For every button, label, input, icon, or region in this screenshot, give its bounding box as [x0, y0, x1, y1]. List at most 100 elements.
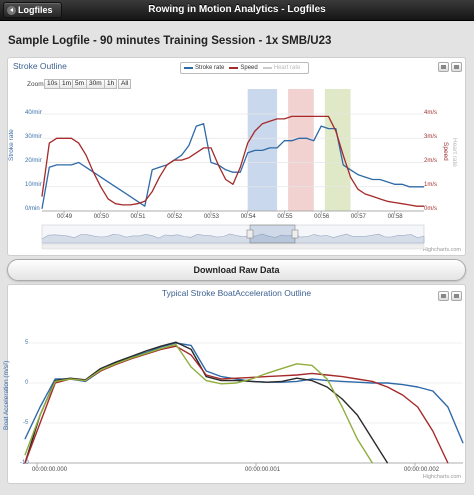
print-chart-icon[interactable] [438, 291, 449, 301]
export-chart-icon[interactable] [451, 62, 462, 72]
acceleration-point [296, 363, 298, 365]
stroke-rate-point [56, 164, 58, 166]
speed-point [217, 164, 219, 166]
app-title: Rowing in Motion Analytics - Logfiles [148, 4, 326, 15]
speed-point [379, 198, 381, 200]
acceleration-point [356, 381, 358, 383]
x-tick-label: 00:55 [277, 214, 293, 220]
acceleration-point [100, 369, 101, 371]
stroke-rate-point [100, 176, 102, 178]
speed-point [386, 200, 388, 202]
acceleration-point [190, 349, 192, 350]
stroke-rate-point [137, 200, 138, 202]
acceleration-point [387, 386, 388, 388]
stroke-rate-point [291, 140, 293, 142]
speed-point [394, 202, 396, 203]
acceleration-point [447, 462, 449, 464]
acceleration-point [432, 430, 434, 432]
stroke-rate-point [78, 162, 80, 163]
speed-point [188, 157, 190, 159]
acceleration-point [371, 381, 373, 382]
speed-point [181, 159, 182, 161]
acceleration-point [281, 375, 283, 377]
acceleration-point [326, 386, 328, 388]
speed-point [48, 142, 50, 144]
print-chart-icon[interactable] [438, 62, 449, 72]
stroke-rate-point [122, 191, 124, 193]
speed-point [328, 116, 329, 117]
legend-item-stroke-rate[interactable]: Stroke rate [184, 65, 224, 71]
speed-point [225, 179, 227, 180]
left-tick: 20/min [25, 158, 44, 164]
acceleration-point [432, 390, 434, 392]
acceleration-point [24, 454, 26, 456]
accel-tick: -10 [20, 460, 29, 466]
stroke-rate-point [306, 137, 307, 139]
acceleration-point [326, 374, 328, 376]
speed-point [284, 118, 285, 120]
acceleration-point [326, 378, 328, 380]
acceleration-point [281, 381, 283, 382]
x-tick-label: 00:51 [130, 214, 146, 220]
speed-point [269, 120, 271, 122]
acceleration-point [341, 398, 343, 400]
logfiles-back-button[interactable]: Logfiles [3, 2, 62, 18]
zoom-label: Zoom [27, 81, 44, 88]
stroke-rate-point [70, 164, 72, 166]
acceleration-point [296, 381, 298, 382]
highlight-band [288, 89, 314, 211]
stroke-rate-point [210, 162, 212, 163]
speed-point [408, 204, 410, 206]
speed-point [232, 183, 234, 185]
left-tick: 30/min [25, 134, 44, 140]
acceleration-point [236, 382, 237, 384]
acceleration-point [205, 370, 207, 372]
stroke-rate-point [225, 169, 227, 171]
x-tick-label: 00:49 [57, 214, 73, 220]
stroke-rate-point [107, 181, 109, 183]
acceleration-point [296, 377, 298, 379]
acceleration-point [371, 438, 373, 440]
speed-point [298, 116, 300, 117]
highcharts-credit[interactable]: Highcharts.com [422, 474, 461, 480]
acceleration-point [205, 374, 207, 376]
acceleration-point [85, 380, 86, 381]
acceleration-point [356, 378, 358, 380]
acceleration-point [311, 365, 313, 366]
acceleration-point [130, 357, 132, 359]
navigator-right-handle [291, 229, 299, 239]
right-tick: 2m/s [424, 158, 438, 164]
acceleration-point [266, 376, 268, 377]
speed-point [129, 204, 131, 206]
acceleration-point [69, 378, 71, 380]
highcharts-credit[interactable]: Highcharts.com [422, 247, 461, 253]
download-raw-data-button[interactable]: Download Raw Data [7, 259, 466, 281]
speed-point [416, 205, 418, 207]
speed-point [203, 147, 205, 149]
legend-item-speed[interactable]: Speed [229, 65, 258, 71]
acceleration-point [251, 377, 252, 378]
legend-label: Heart rate [273, 65, 301, 71]
speed-point [364, 193, 366, 195]
stroke-rate-point [48, 166, 50, 168]
zoom-all-button[interactable]: All [118, 79, 132, 89]
stroke-rate-point [408, 186, 410, 188]
acceleration-point [205, 380, 207, 381]
acceleration-series-line [24, 345, 449, 464]
export-chart-icon[interactable] [451, 291, 462, 301]
speed-point [276, 118, 278, 120]
stroke-rate-point [298, 137, 300, 139]
speed-point [115, 203, 116, 205]
stroke-rate-point [320, 125, 322, 127]
acceleration-point [205, 376, 207, 377]
acceleration-point [387, 382, 388, 384]
zoom-1h-button[interactable]: 1h [104, 79, 118, 89]
stroke-rate-point [350, 169, 351, 171]
acceleration-point [341, 406, 343, 408]
legend-item-heart-rate[interactable]: Heart rate [262, 65, 301, 71]
acceleration-point [341, 381, 343, 382]
speed-point [320, 116, 322, 117]
speed-point [261, 123, 263, 125]
